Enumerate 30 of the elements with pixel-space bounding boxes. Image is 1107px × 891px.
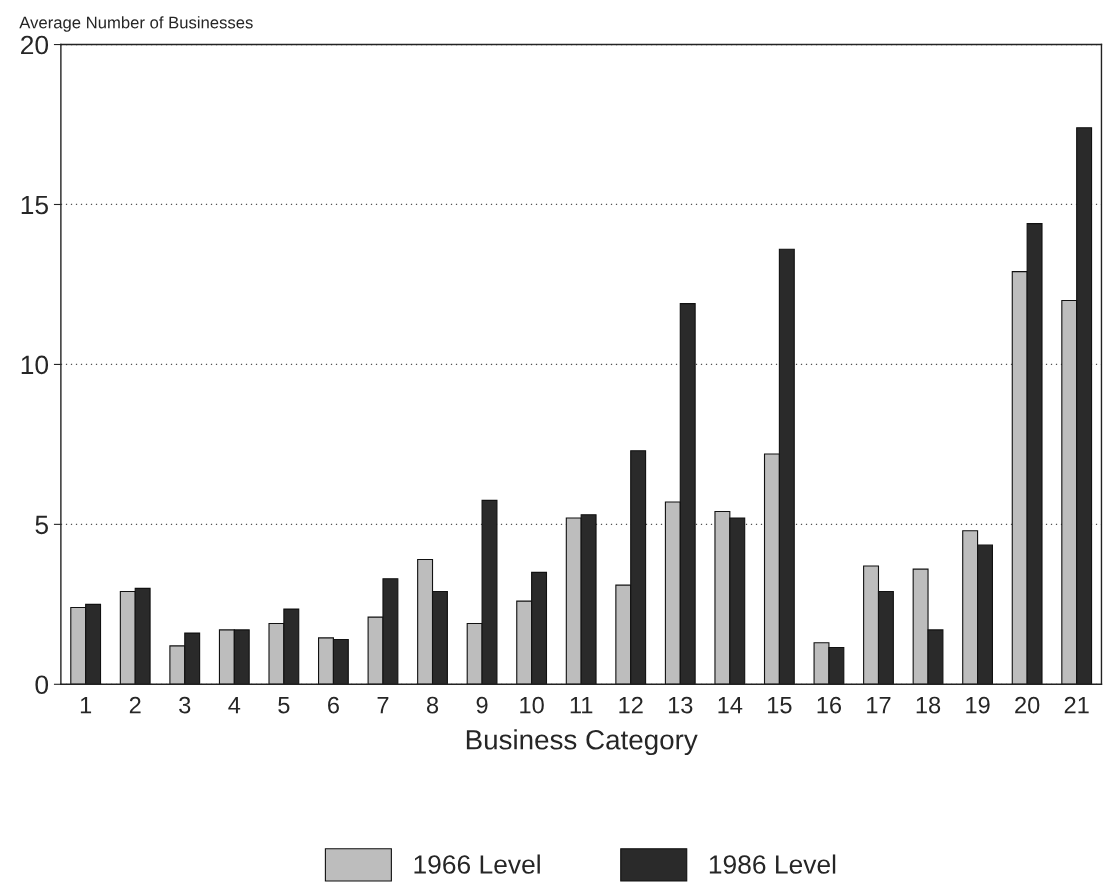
x-tick-label: 5: [278, 696, 290, 714]
x-tick-label: 14: [718, 696, 743, 714]
x-tick-label: 13: [668, 696, 693, 714]
x-tick-label: 16: [817, 696, 842, 714]
x-tick-label: 19: [966, 696, 990, 714]
x-tick-label: 9: [476, 696, 488, 714]
legend-label: 1966 Level: [414, 854, 540, 874]
y-tick-label: 20: [21, 35, 49, 55]
x-tick-label: 7: [377, 696, 389, 714]
x-tick-label: 20: [1015, 696, 1040, 714]
x-tick-label: 18: [916, 696, 941, 714]
y-tick-label: 10: [21, 355, 49, 375]
y-tick-label: 0: [35, 675, 49, 695]
x-tick-label: 4: [228, 696, 241, 714]
legend-label: 1986 Level: [709, 854, 836, 874]
x-tick-label: 2: [129, 696, 141, 714]
x-tick-label: 15: [768, 696, 792, 714]
x-tick-label: 3: [179, 696, 191, 714]
x-tick-label: 6: [328, 696, 339, 714]
x-axis-title: Business Category: [466, 729, 698, 756]
x-tick-label: 11: [570, 696, 593, 714]
x-tick-label: 21: [1064, 696, 1089, 714]
x-tick-label: 10: [520, 696, 544, 714]
x-tick-label: 17: [867, 696, 891, 714]
x-tick-label: 12: [619, 696, 643, 714]
y-tick-label: 15: [21, 195, 48, 215]
y-tick-label: 5: [35, 515, 48, 535]
y-axis-title: Average Number of Businesses: [19, 16, 253, 32]
x-tick-label: 8: [426, 696, 439, 714]
x-tick-label: 1: [80, 696, 92, 714]
